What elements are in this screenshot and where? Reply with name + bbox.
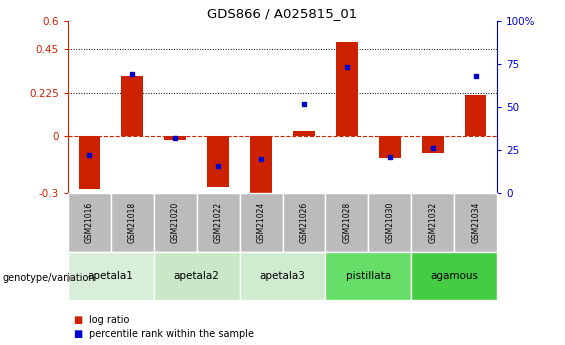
Bar: [240, 252, 325, 300]
Text: pistillata: pistillata: [346, 271, 391, 281]
Text: GSM21022: GSM21022: [214, 202, 223, 243]
Bar: [411, 252, 497, 300]
Text: apetala3: apetala3: [259, 271, 306, 281]
Bar: [379, 136, 401, 158]
Bar: [164, 136, 186, 140]
Title: GDS866 / A025815_01: GDS866 / A025815_01: [207, 7, 358, 20]
Text: GSM21026: GSM21026: [299, 202, 308, 243]
Text: ▶: ▶: [67, 273, 74, 283]
Bar: [336, 42, 358, 136]
Bar: [325, 252, 411, 300]
Bar: [422, 136, 444, 153]
Bar: [68, 252, 154, 300]
Bar: [111, 193, 154, 252]
Text: GSM21034: GSM21034: [471, 202, 480, 243]
Text: genotype/variation: genotype/variation: [3, 273, 95, 283]
Bar: [240, 193, 282, 252]
Bar: [68, 193, 111, 252]
Bar: [197, 193, 240, 252]
Bar: [121, 76, 143, 136]
Bar: [154, 252, 240, 300]
Text: GSM21018: GSM21018: [128, 202, 137, 243]
Text: percentile rank within the sample: percentile rank within the sample: [89, 329, 254, 338]
Bar: [454, 193, 497, 252]
Text: GSM21020: GSM21020: [171, 202, 180, 243]
Text: GSM21028: GSM21028: [342, 202, 351, 243]
Bar: [250, 136, 272, 202]
Bar: [368, 193, 411, 252]
Text: apetala1: apetala1: [88, 271, 134, 281]
Text: GSM21030: GSM21030: [385, 202, 394, 243]
Bar: [154, 193, 197, 252]
Text: ■: ■: [73, 329, 82, 338]
Bar: [465, 96, 486, 136]
Text: agamous: agamous: [431, 271, 478, 281]
Bar: [411, 193, 454, 252]
Text: GSM21032: GSM21032: [428, 202, 437, 243]
Text: GSM21024: GSM21024: [257, 202, 266, 243]
Bar: [207, 136, 229, 187]
Bar: [293, 131, 315, 136]
Text: log ratio: log ratio: [89, 315, 129, 325]
Bar: [282, 193, 325, 252]
Text: ■: ■: [73, 315, 82, 325]
Text: apetala2: apetala2: [173, 271, 220, 281]
Bar: [79, 136, 100, 189]
Text: GSM21016: GSM21016: [85, 202, 94, 243]
Bar: [325, 193, 368, 252]
